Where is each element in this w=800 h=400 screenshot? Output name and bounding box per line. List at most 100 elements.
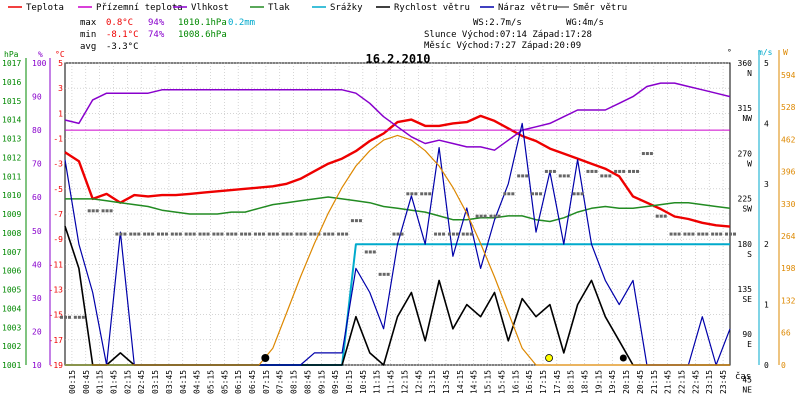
x-tick-label: 20:15 xyxy=(622,370,631,394)
y-tick-humidity: 80 xyxy=(32,126,42,135)
unit-w: W xyxy=(783,48,788,57)
y-tick-temp: -7 xyxy=(53,210,63,219)
direction-point xyxy=(479,214,483,218)
y-tick-pressure: 1015 xyxy=(2,97,21,106)
direction-point xyxy=(655,214,659,218)
direction-point xyxy=(230,232,234,236)
direction-point xyxy=(400,232,404,236)
direction-point xyxy=(701,232,705,236)
direction-point xyxy=(503,192,507,196)
x-tick-label: 03:45 xyxy=(165,370,174,394)
legend-label: Rychlost větru xyxy=(394,3,470,13)
direction-point xyxy=(164,232,168,236)
y-tick-humidity: 10 xyxy=(32,361,42,370)
x-tick-label: 11:15 xyxy=(373,370,382,394)
y-tick-humidity: 70 xyxy=(32,160,42,169)
y-tick-pressure: 1001 xyxy=(2,361,21,370)
direction-point xyxy=(711,232,715,236)
direction-point xyxy=(683,232,687,236)
direction-point xyxy=(216,232,220,236)
y-tick-direction-name: SE xyxy=(742,295,752,304)
x-tick-label: 05:45 xyxy=(220,370,229,394)
direction-point xyxy=(442,232,446,236)
x-tick-label: 23:45 xyxy=(719,370,728,394)
y-tick-solar: 264 xyxy=(781,232,796,241)
direction-point xyxy=(170,232,174,236)
direction-point xyxy=(156,232,160,236)
y-tick-wind: 2 xyxy=(764,240,769,249)
y-tick-pressure: 1010 xyxy=(2,191,21,200)
y-tick-humidity: 100 xyxy=(32,59,47,68)
y-tick-pressure: 1009 xyxy=(2,210,21,219)
y-tick-solar: 594 xyxy=(781,71,796,80)
direction-point xyxy=(358,219,362,223)
direction-point xyxy=(105,209,109,213)
stats-panel: max 0.8°C 94% 1010.1hPa 0.2mm min -8.1°C 74% 100… xyxy=(80,18,604,52)
unit-hpa: hPa xyxy=(4,50,19,59)
direction-point xyxy=(337,232,341,236)
y-tick-solar: 198 xyxy=(781,264,796,273)
unit-ms: m/s xyxy=(758,48,773,57)
y-tick-direction-name: S xyxy=(747,250,752,259)
legend-label: Náraz větru xyxy=(498,3,558,13)
series-humidity xyxy=(64,82,731,151)
direction-point xyxy=(313,232,317,236)
x-tick-label: 10:15 xyxy=(345,370,354,394)
x-tick-label: 11:45 xyxy=(387,370,396,394)
x-tick-label: 06:15 xyxy=(234,370,243,394)
direction-point xyxy=(465,232,469,236)
direction-point xyxy=(206,232,210,236)
direction-point xyxy=(420,192,424,196)
direction-point xyxy=(382,272,386,276)
direction-point xyxy=(659,214,663,218)
direction-point xyxy=(475,214,479,218)
x-tick-label: 07:15 xyxy=(262,370,271,394)
unit-pct: % xyxy=(38,50,43,59)
direction-point xyxy=(378,272,382,276)
y-tick-solar: 132 xyxy=(781,296,796,305)
legend-label: Přízemní teplota xyxy=(96,3,183,13)
y-tick-pressure: 1004 xyxy=(2,304,21,313)
y-tick-pressure: 1008 xyxy=(2,229,21,238)
direction-point xyxy=(91,209,95,213)
x-tick-label: 03:15 xyxy=(151,370,160,394)
y-tick-humidity: 20 xyxy=(32,327,42,336)
x-tick-label: 15:45 xyxy=(497,370,506,394)
direction-point xyxy=(687,232,691,236)
direction-point xyxy=(327,232,331,236)
y-tick-direction-name: NW xyxy=(742,114,752,123)
direction-point xyxy=(303,232,307,236)
legend-label: Srážky xyxy=(330,3,363,13)
direction-point xyxy=(257,232,261,236)
direction-point xyxy=(729,232,732,236)
direction-point xyxy=(673,232,677,236)
y-tick-temp: 1 xyxy=(58,109,63,118)
y-tick-humidity: 90 xyxy=(32,93,42,102)
direction-point xyxy=(622,169,626,173)
series-solar xyxy=(65,134,730,366)
y-tick-wind: 0 xyxy=(764,361,769,370)
y-tick-pressure: 1003 xyxy=(2,323,21,332)
direction-point xyxy=(438,232,442,236)
y-tick-temp: -3 xyxy=(53,160,63,169)
direction-point xyxy=(285,232,289,236)
stat-avg-label: avg xyxy=(80,42,96,52)
x-tick-label: 08:15 xyxy=(290,370,299,394)
y-tick-solar: 66 xyxy=(781,329,791,338)
direction-point xyxy=(539,192,543,196)
x-tick-label: 22:45 xyxy=(691,370,700,394)
x-tick-label: 09:15 xyxy=(317,370,326,394)
y-tick-humidity: 30 xyxy=(32,294,42,303)
sunset-marker xyxy=(545,354,553,362)
unit-degc: °C xyxy=(55,50,65,59)
stat-min-label: min xyxy=(80,30,96,40)
y-tick-pressure: 1016 xyxy=(2,78,21,87)
direction-point xyxy=(68,315,71,319)
direction-point xyxy=(198,232,202,236)
x-tick-label: 20:45 xyxy=(636,370,645,394)
direction-point xyxy=(410,192,414,196)
x-tick-label: 14:15 xyxy=(456,370,465,394)
y-tick-direction-name: W xyxy=(747,159,752,168)
x-tick-label: 02:15 xyxy=(123,370,132,394)
